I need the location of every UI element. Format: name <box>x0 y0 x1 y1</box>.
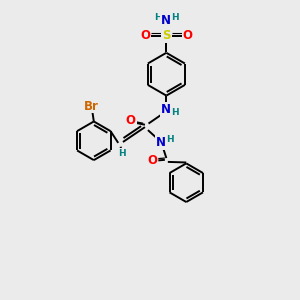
Text: N: N <box>161 14 171 27</box>
Text: H: H <box>172 108 179 117</box>
Text: O: O <box>140 29 150 42</box>
Text: H: H <box>118 149 126 158</box>
Text: S: S <box>162 29 171 42</box>
Text: O: O <box>147 154 158 167</box>
Text: O: O <box>126 114 136 127</box>
Text: O: O <box>183 29 193 42</box>
Text: Br: Br <box>83 100 98 112</box>
Text: H: H <box>171 13 178 22</box>
Text: H: H <box>154 13 162 22</box>
Text: N: N <box>161 103 171 116</box>
Text: N: N <box>156 136 166 149</box>
Text: H: H <box>167 135 174 144</box>
